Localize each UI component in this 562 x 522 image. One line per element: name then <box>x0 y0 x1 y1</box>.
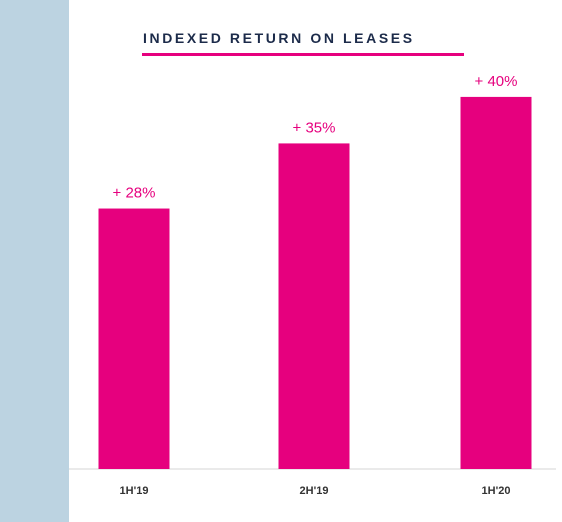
bar-2 <box>460 96 532 469</box>
bars-group: + 28% 1H'19 + 35% 2H'19 + 40% 1H'20 <box>98 73 532 497</box>
bar-1 <box>278 143 350 469</box>
data-label-1: + 35% <box>293 119 336 136</box>
x-tick-label-2: 1H'20 <box>482 485 511 497</box>
bar-0 <box>98 208 170 469</box>
chart-title: INDEXED RETURN ON LEASES <box>143 30 415 46</box>
x-tick-label-1: 2H'19 <box>300 485 329 497</box>
data-label-0: + 28% <box>113 185 156 202</box>
side-band <box>0 0 69 522</box>
data-label-2: + 40% <box>475 73 518 90</box>
title-underline <box>142 53 464 56</box>
x-tick-label-0: 1H'19 <box>120 485 149 497</box>
